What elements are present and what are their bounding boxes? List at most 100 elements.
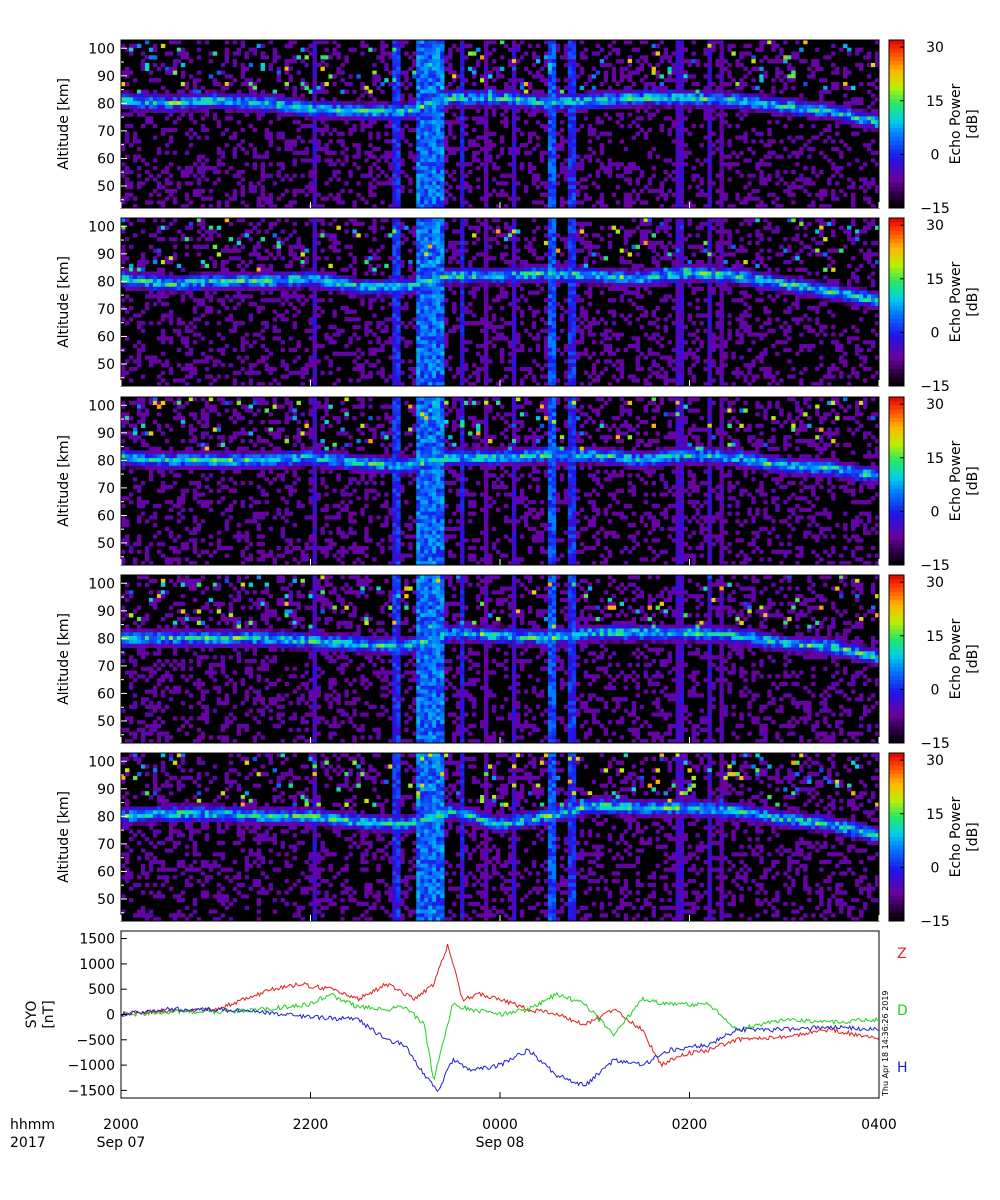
heatmap-cell [583,116,589,121]
heatmap-cell [396,359,401,364]
heatmap-cell [452,112,457,117]
heatmap-cell [795,177,800,182]
heatmap-cell [308,328,313,333]
heatmap-cell [827,177,832,182]
heatmap-cell [559,143,565,148]
heatmap-cell [436,40,441,45]
heatmap-cell [260,263,266,269]
heatmap-cell [192,131,198,136]
heatmap-cell [759,181,764,186]
heatmap-cell [571,143,577,148]
heatmap-cell [172,237,178,242]
heatmap-cell [212,286,218,291]
heatmap-cell [563,93,569,98]
heatmap-cell [232,150,238,155]
heatmap-cell [735,112,740,117]
heatmap-cell [276,279,281,284]
heatmap-cell [140,62,146,68]
heatmap-cell [216,158,222,163]
heatmap-cell [300,150,305,155]
heatmap-cell [196,282,202,288]
heatmap-cell [276,70,281,75]
heatmap-cell [468,104,473,110]
heatmap-cell [208,294,214,299]
heatmap-cell [232,305,238,311]
heatmap-cell [603,93,609,98]
heatmap-cell [124,267,130,272]
heatmap-cell [667,188,672,194]
heatmap-cell [420,181,425,186]
heatmap-cell [835,66,840,71]
heatmap-cell [436,124,441,129]
heatmap-cell [496,89,501,94]
heatmap-cell [635,177,641,182]
heatmap-cell [336,169,341,175]
heatmap-cell [168,108,174,113]
heatmap-cell [743,158,748,163]
heatmap-cell [436,43,441,49]
heatmap-cell [743,51,748,56]
heatmap-cell [507,78,513,83]
colorbar-segment [889,132,904,138]
heatmap-cell [208,340,214,345]
heatmap-cell [659,82,664,87]
heatmap-cell [216,321,222,326]
heatmap-cell [587,154,593,159]
colorbar-segment [889,182,904,188]
heatmap-cell [623,93,629,98]
heatmap-cell [515,104,521,110]
colorbar-segment [889,40,904,45]
heatmap-cell [172,97,178,102]
heatmap-cell [424,146,429,152]
heatmap-cell [272,221,277,227]
heatmap-cell [679,89,684,94]
heatmap-cell [667,97,672,102]
heatmap-cell [400,116,405,121]
heatmap-cell [360,116,365,121]
heatmap-cell [559,146,565,152]
heatmap-cell [332,275,337,280]
heatmap-cell [543,204,549,209]
heatmap-cell [448,120,453,125]
heatmap-cell [731,162,736,167]
heatmap-cell [376,370,381,375]
heatmap-cell [308,51,313,56]
heatmap-cell [707,93,712,98]
heatmap-cell [416,82,421,87]
heatmap-cell [639,101,645,106]
heatmap-cell [276,135,281,140]
heatmap-cell [484,62,489,68]
heatmap-cell [547,40,553,45]
heatmap-cell [332,382,337,387]
heatmap-cell [679,47,684,52]
heatmap-cell [587,139,593,144]
heatmap-cell [667,89,672,94]
heatmap-cell [136,263,142,269]
heatmap-cell [731,101,736,106]
heatmap-cell [472,97,477,102]
heatmap-cell [220,101,226,106]
heatmap-cell [783,112,788,117]
heatmap-cell [551,139,557,144]
heatmap-cell [396,321,401,326]
heatmap-cell [675,108,680,113]
heatmap-cell [420,55,425,60]
heatmap-cell [272,89,277,94]
heatmap-cell [260,112,266,117]
heatmap-cell [144,40,150,45]
heatmap-cell [639,188,645,194]
heatmap-cell [547,78,553,83]
heatmap-cell [392,256,397,261]
heatmap-cell [188,290,194,295]
heatmap-cell [428,116,433,121]
heatmap-cell [619,59,625,64]
heatmap-cell [260,237,266,242]
heatmap-cell [232,154,238,159]
heatmap-cell [587,101,593,106]
heatmap-cell [272,328,277,333]
heatmap-cell [424,112,429,117]
heatmap-cell [396,313,401,318]
heatmap-cell [272,244,277,249]
heatmap-cell [352,47,357,52]
heatmap-cell [208,382,214,387]
